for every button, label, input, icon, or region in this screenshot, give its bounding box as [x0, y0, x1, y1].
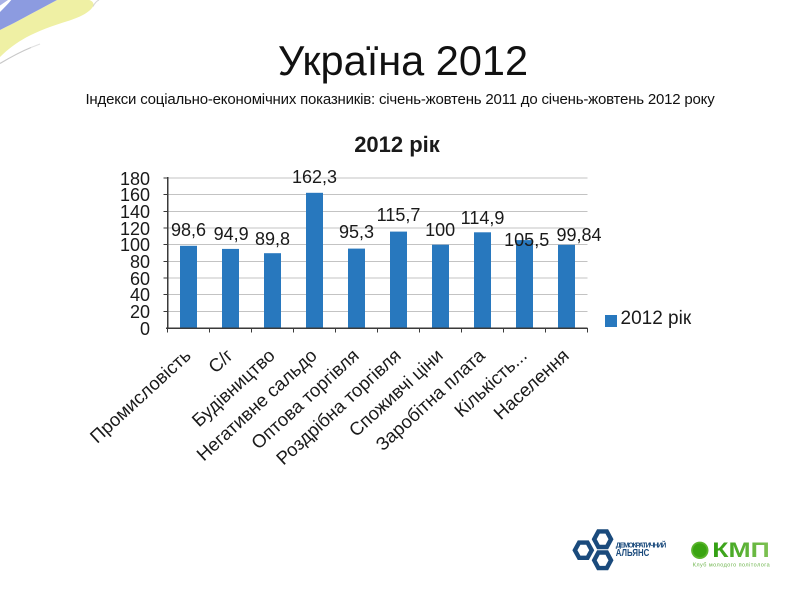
svg-text:Клуб молодого політолога: Клуб молодого політолога [693, 562, 771, 568]
svg-text:ДЕМОКРАТИЧНИЙ: ДЕМОКРАТИЧНИЙ [616, 541, 667, 550]
svg-text:АЛЬЯНС: АЛЬЯНС [616, 548, 650, 559]
svg-text:КМП: КМП [712, 538, 770, 562]
